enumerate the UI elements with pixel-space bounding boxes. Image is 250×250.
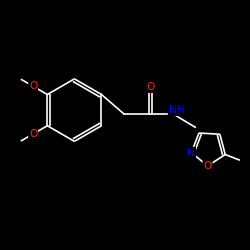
Text: O: O <box>204 161 212 171</box>
Text: O: O <box>146 82 155 92</box>
Text: O: O <box>29 81 37 91</box>
Text: N: N <box>188 148 195 158</box>
Text: O: O <box>29 129 37 139</box>
Text: NH: NH <box>169 105 184 115</box>
